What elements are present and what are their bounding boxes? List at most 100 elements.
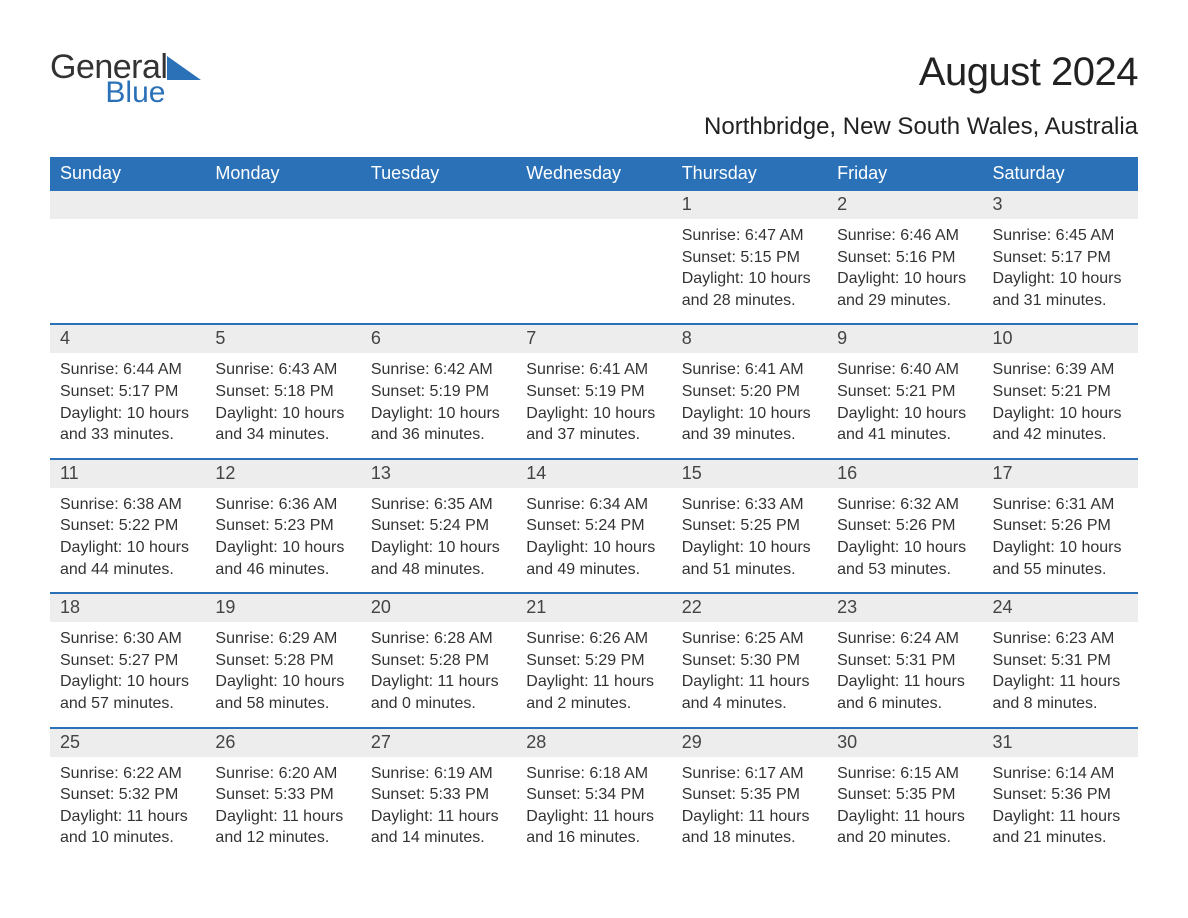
sunset-line: Sunset: 5:30 PM: [682, 650, 817, 672]
day-number: 8: [672, 325, 827, 353]
sunrise-line: Sunrise: 6:38 AM: [60, 494, 195, 516]
sunrise-line: Sunrise: 6:46 AM: [837, 225, 972, 247]
daylight-line: Daylight: 11 hours and 2 minutes.: [526, 671, 661, 714]
sunset-line: Sunset: 5:18 PM: [215, 381, 350, 403]
day-number: [50, 191, 205, 219]
sunset-line: Sunset: 5:28 PM: [371, 650, 506, 672]
week-row: 18Sunrise: 6:30 AMSunset: 5:27 PMDayligh…: [50, 592, 1138, 726]
day-details: Sunrise: 6:32 AMSunset: 5:26 PMDaylight:…: [827, 488, 982, 580]
sunrise-line: Sunrise: 6:34 AM: [526, 494, 661, 516]
daylight-line: Daylight: 10 hours and 31 minutes.: [993, 268, 1128, 311]
day-number: 12: [205, 460, 360, 488]
day-cell: 10Sunrise: 6:39 AMSunset: 5:21 PMDayligh…: [983, 325, 1138, 457]
sunset-line: Sunset: 5:31 PM: [993, 650, 1128, 672]
daylight-line: Daylight: 11 hours and 20 minutes.: [837, 806, 972, 849]
sunset-line: Sunset: 5:23 PM: [215, 515, 350, 537]
sunrise-line: Sunrise: 6:30 AM: [60, 628, 195, 650]
day-header-cell: Wednesday: [516, 157, 671, 191]
sunset-line: Sunset: 5:17 PM: [60, 381, 195, 403]
day-details: Sunrise: 6:19 AMSunset: 5:33 PMDaylight:…: [361, 757, 516, 849]
day-header-row: SundayMondayTuesdayWednesdayThursdayFrid…: [50, 157, 1138, 191]
day-number: 16: [827, 460, 982, 488]
day-details: Sunrise: 6:33 AMSunset: 5:25 PMDaylight:…: [672, 488, 827, 580]
daylight-line: Daylight: 11 hours and 0 minutes.: [371, 671, 506, 714]
day-cell: 9Sunrise: 6:40 AMSunset: 5:21 PMDaylight…: [827, 325, 982, 457]
daylight-line: Daylight: 11 hours and 16 minutes.: [526, 806, 661, 849]
day-cell: 29Sunrise: 6:17 AMSunset: 5:35 PMDayligh…: [672, 729, 827, 861]
daylight-line: Daylight: 11 hours and 21 minutes.: [993, 806, 1128, 849]
day-cell: 7Sunrise: 6:41 AMSunset: 5:19 PMDaylight…: [516, 325, 671, 457]
sunset-line: Sunset: 5:21 PM: [837, 381, 972, 403]
day-header-cell: Saturday: [983, 157, 1138, 191]
day-number: 19: [205, 594, 360, 622]
day-cell: 25Sunrise: 6:22 AMSunset: 5:32 PMDayligh…: [50, 729, 205, 861]
day-number: 14: [516, 460, 671, 488]
day-details: Sunrise: 6:44 AMSunset: 5:17 PMDaylight:…: [50, 353, 205, 445]
day-cell: 31Sunrise: 6:14 AMSunset: 5:36 PMDayligh…: [983, 729, 1138, 861]
sunset-line: Sunset: 5:19 PM: [526, 381, 661, 403]
sunrise-line: Sunrise: 6:36 AM: [215, 494, 350, 516]
day-number: 24: [983, 594, 1138, 622]
daylight-line: Daylight: 10 hours and 41 minutes.: [837, 403, 972, 446]
week-row: 25Sunrise: 6:22 AMSunset: 5:32 PMDayligh…: [50, 727, 1138, 861]
day-number: 23: [827, 594, 982, 622]
sunset-line: Sunset: 5:31 PM: [837, 650, 972, 672]
day-number: 31: [983, 729, 1138, 757]
daylight-line: Daylight: 10 hours and 42 minutes.: [993, 403, 1128, 446]
day-details: Sunrise: 6:15 AMSunset: 5:35 PMDaylight:…: [827, 757, 982, 849]
day-details: Sunrise: 6:35 AMSunset: 5:24 PMDaylight:…: [361, 488, 516, 580]
daylight-line: Daylight: 10 hours and 33 minutes.: [60, 403, 195, 446]
day-number: [205, 191, 360, 219]
location-subtitle: Northbridge, New South Wales, Australia: [704, 113, 1138, 141]
day-cell: 11Sunrise: 6:38 AMSunset: 5:22 PMDayligh…: [50, 460, 205, 592]
daylight-line: Daylight: 11 hours and 6 minutes.: [837, 671, 972, 714]
day-number: 4: [50, 325, 205, 353]
day-cell: 24Sunrise: 6:23 AMSunset: 5:31 PMDayligh…: [983, 594, 1138, 726]
day-cell: 3Sunrise: 6:45 AMSunset: 5:17 PMDaylight…: [983, 191, 1138, 323]
sunrise-line: Sunrise: 6:24 AM: [837, 628, 972, 650]
day-number: 11: [50, 460, 205, 488]
day-number: 27: [361, 729, 516, 757]
day-details: Sunrise: 6:45 AMSunset: 5:17 PMDaylight:…: [983, 219, 1138, 311]
day-details: Sunrise: 6:31 AMSunset: 5:26 PMDaylight:…: [983, 488, 1138, 580]
daylight-line: Daylight: 11 hours and 8 minutes.: [993, 671, 1128, 714]
sunrise-line: Sunrise: 6:45 AM: [993, 225, 1128, 247]
day-cell: 6Sunrise: 6:42 AMSunset: 5:19 PMDaylight…: [361, 325, 516, 457]
sunrise-line: Sunrise: 6:31 AM: [993, 494, 1128, 516]
day-details: Sunrise: 6:42 AMSunset: 5:19 PMDaylight:…: [361, 353, 516, 445]
sunset-line: Sunset: 5:35 PM: [837, 784, 972, 806]
sunrise-line: Sunrise: 6:15 AM: [837, 763, 972, 785]
day-number: 28: [516, 729, 671, 757]
day-number: 5: [205, 325, 360, 353]
day-cell: 30Sunrise: 6:15 AMSunset: 5:35 PMDayligh…: [827, 729, 982, 861]
sunrise-line: Sunrise: 6:44 AM: [60, 359, 195, 381]
daylight-line: Daylight: 10 hours and 55 minutes.: [993, 537, 1128, 580]
sunset-line: Sunset: 5:19 PM: [371, 381, 506, 403]
sunset-line: Sunset: 5:20 PM: [682, 381, 817, 403]
day-number: 10: [983, 325, 1138, 353]
day-details: Sunrise: 6:41 AMSunset: 5:20 PMDaylight:…: [672, 353, 827, 445]
day-cell: 8Sunrise: 6:41 AMSunset: 5:20 PMDaylight…: [672, 325, 827, 457]
sunrise-line: Sunrise: 6:43 AM: [215, 359, 350, 381]
day-details: Sunrise: 6:14 AMSunset: 5:36 PMDaylight:…: [983, 757, 1138, 849]
day-details: Sunrise: 6:30 AMSunset: 5:27 PMDaylight:…: [50, 622, 205, 714]
day-details: Sunrise: 6:23 AMSunset: 5:31 PMDaylight:…: [983, 622, 1138, 714]
daylight-line: Daylight: 11 hours and 4 minutes.: [682, 671, 817, 714]
sunset-line: Sunset: 5:16 PM: [837, 247, 972, 269]
day-details: Sunrise: 6:22 AMSunset: 5:32 PMDaylight:…: [50, 757, 205, 849]
sunrise-line: Sunrise: 6:14 AM: [993, 763, 1128, 785]
sunset-line: Sunset: 5:35 PM: [682, 784, 817, 806]
sunrise-line: Sunrise: 6:18 AM: [526, 763, 661, 785]
sunrise-line: Sunrise: 6:26 AM: [526, 628, 661, 650]
day-number: 6: [361, 325, 516, 353]
sunset-line: Sunset: 5:29 PM: [526, 650, 661, 672]
day-cell: 19Sunrise: 6:29 AMSunset: 5:28 PMDayligh…: [205, 594, 360, 726]
day-number: 20: [361, 594, 516, 622]
day-cell: 18Sunrise: 6:30 AMSunset: 5:27 PMDayligh…: [50, 594, 205, 726]
daylight-line: Daylight: 10 hours and 29 minutes.: [837, 268, 972, 311]
day-details: Sunrise: 6:36 AMSunset: 5:23 PMDaylight:…: [205, 488, 360, 580]
sunrise-line: Sunrise: 6:41 AM: [682, 359, 817, 381]
sunset-line: Sunset: 5:34 PM: [526, 784, 661, 806]
day-number: 26: [205, 729, 360, 757]
sunrise-line: Sunrise: 6:22 AM: [60, 763, 195, 785]
